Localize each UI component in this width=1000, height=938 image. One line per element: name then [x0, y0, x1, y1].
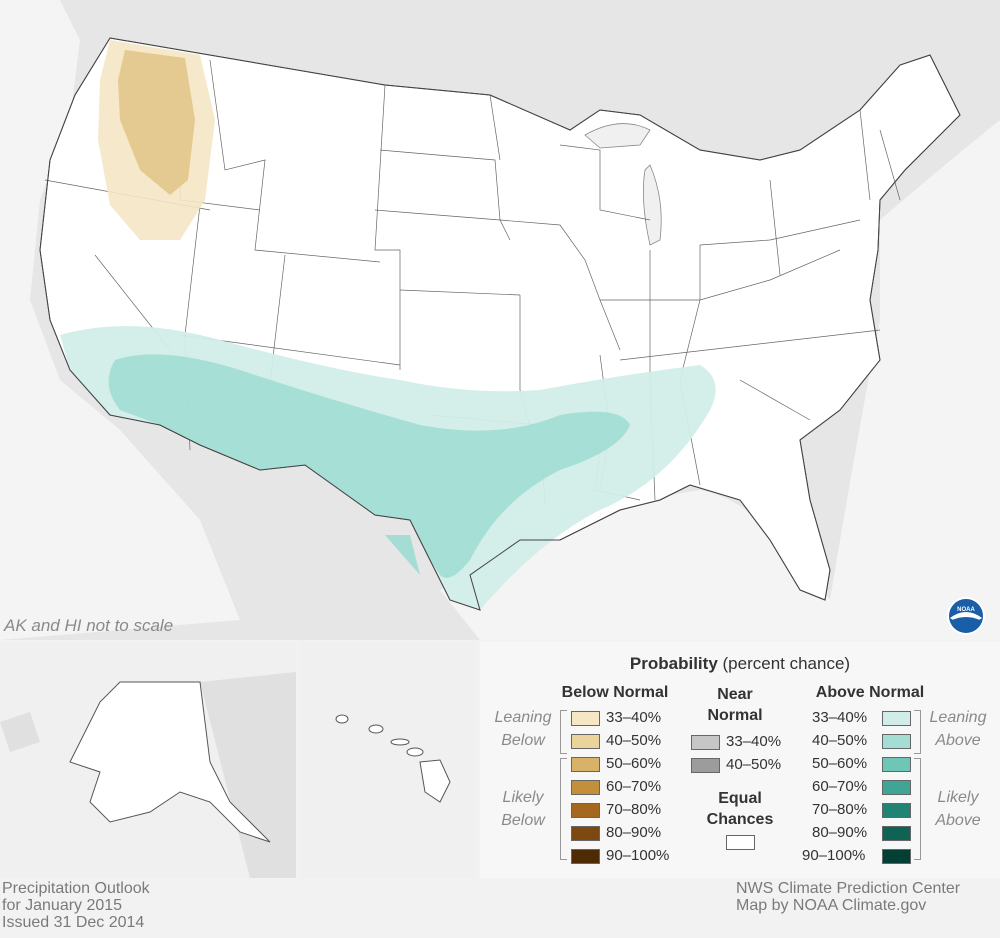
footer-left: Precipitation Outlook for January 2015 I… — [2, 880, 150, 931]
below-label-3: 60–70% — [606, 778, 662, 795]
above-swatch-2 — [882, 757, 911, 772]
above-label-0: 33–40% — [812, 709, 868, 726]
footer-issued: Issued 31 Dec 2014 — [2, 914, 145, 931]
below-swatch-6 — [571, 849, 600, 864]
near-normal-heading: Near Normal — [707, 686, 763, 724]
equal-chances-heading: Equal Chances — [706, 790, 774, 828]
lake-michigan — [642, 164, 662, 246]
near-label-0: 33–40% — [726, 733, 782, 750]
footer-credit-cpc: NWS Climate Prediction Center — [736, 880, 961, 897]
below-label-2: 50–60% — [606, 755, 662, 772]
below-swatch-1 — [571, 734, 600, 749]
above-swatch-5 — [882, 826, 911, 841]
below-normal-heading: Below Normal — [561, 684, 669, 701]
leaning-below-bracket — [560, 710, 567, 754]
alaska-inset — [0, 642, 296, 878]
us-border — [39, 37, 961, 611]
atlantic-ocean — [830, 120, 1000, 640]
likely-above-label: Likely Above — [935, 789, 981, 829]
above-label-2: 50–60% — [812, 755, 868, 772]
above-label-3: 60–70% — [812, 778, 868, 795]
above-normal-leaning-40-50-area — [108, 354, 631, 578]
below-swatch-2 — [571, 757, 600, 772]
likely-below-label: Likely Below — [501, 789, 545, 829]
above-label-4: 70–80% — [812, 801, 868, 818]
above-normal-mexico-patch — [385, 535, 420, 575]
above-swatch-0 — [882, 711, 911, 726]
below-swatch-4 — [571, 803, 600, 818]
likely-above-bracket — [914, 758, 921, 860]
equal-chances-swatch — [726, 835, 755, 850]
below-label-6: 90–100% — [606, 847, 670, 864]
below-swatch-3 — [571, 780, 600, 795]
below-label-5: 80–90% — [606, 824, 662, 841]
main-map: AK and HI not to scale NOAA — [0, 0, 1000, 640]
lake-superior — [584, 123, 651, 149]
leaning-above-bracket — [914, 710, 921, 754]
above-normal-heading: Above Normal — [815, 684, 925, 701]
near-label-1: 40–50% — [726, 756, 782, 773]
above-label-1: 40–50% — [812, 732, 868, 749]
below-label-4: 70–80% — [606, 801, 662, 818]
above-swatch-4 — [882, 803, 911, 818]
leaning-below-label: Leaning Below — [494, 709, 552, 749]
alaska-map — [0, 642, 296, 878]
footer-right: NWS Climate Prediction Center Map by NOA… — [736, 880, 960, 914]
above-swatch-1 — [882, 734, 911, 749]
hawaii-map — [300, 642, 476, 878]
map-scale-note: AK and HI not to scale — [4, 616, 174, 635]
hawaii-inset — [300, 642, 476, 878]
pacific-ocean — [0, 0, 240, 640]
likely-below-bracket — [560, 758, 567, 860]
near-swatch-1 — [691, 758, 720, 773]
below-swatch-0 — [571, 711, 600, 726]
below-label-0: 33–40% — [606, 709, 662, 726]
below-normal-leaning-40-50-area — [118, 50, 195, 195]
above-label-6: 90–100% — [802, 847, 866, 864]
legend-panel: Probability (percent chance) Below Norma… — [480, 642, 1000, 878]
footer-credit-map: Map by NOAA Climate.gov — [736, 897, 927, 914]
logo-text: NOAA — [957, 607, 975, 613]
legend-title: Probability (percent chance) — [629, 654, 851, 673]
noaa-logo-icon: NOAA — [947, 597, 985, 635]
footer-title: Precipitation Outlook — [2, 880, 150, 897]
conus-map — [0, 0, 1000, 640]
above-label-5: 80–90% — [812, 824, 868, 841]
near-swatch-0 — [691, 735, 720, 750]
above-swatch-3 — [882, 780, 911, 795]
below-swatch-5 — [571, 826, 600, 841]
below-label-1: 40–50% — [606, 732, 662, 749]
leaning-above-label: Leaning Above — [929, 709, 987, 749]
footer-period: for January 2015 — [2, 897, 123, 914]
above-swatch-6 — [882, 849, 911, 864]
